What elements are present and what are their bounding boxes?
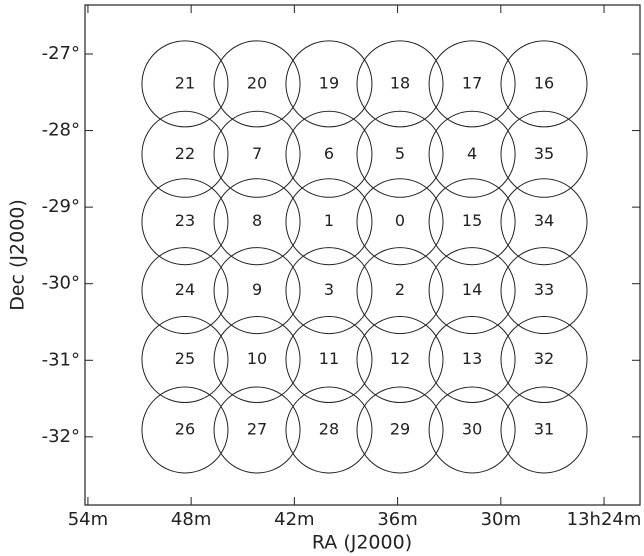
field-label: 16 [534, 73, 554, 92]
field-circle [428, 110, 516, 198]
field-circle [141, 178, 229, 266]
x-tick-label: 54m [68, 509, 108, 530]
field-circle [356, 386, 444, 474]
field-label: 12 [390, 349, 410, 368]
field-circle [285, 40, 373, 128]
field-circle [428, 316, 516, 404]
field-label: 28 [319, 419, 339, 438]
field-circle [500, 316, 588, 404]
y-tick-label: -29° [42, 196, 80, 217]
field-label: 10 [247, 349, 267, 368]
x-tick-label: 48m [171, 509, 211, 530]
field-label: 15 [462, 211, 482, 230]
field-circle [428, 178, 516, 266]
y-tick-label: -27° [42, 43, 80, 64]
field-circle [141, 386, 229, 474]
x-tick-label: 36m [377, 509, 417, 530]
field-label: 29 [390, 419, 410, 438]
field-label: 25 [175, 349, 195, 368]
field-label: 18 [390, 73, 410, 92]
x-tick-label: 13h24m [567, 509, 642, 530]
field-label: 0 [395, 211, 405, 230]
field-label: 2 [395, 280, 405, 299]
field-circle [285, 110, 373, 198]
field-circle [356, 110, 444, 198]
field-label: 20 [247, 73, 267, 92]
field-circle [428, 40, 516, 128]
field-label: 22 [175, 144, 195, 163]
field-label: 17 [462, 73, 482, 92]
plot-frame [84, 4, 641, 506]
field-circle [141, 316, 229, 404]
field-label: 26 [175, 419, 195, 438]
field-circle [285, 178, 373, 266]
field-label: 23 [175, 211, 195, 230]
field-circle [500, 178, 588, 266]
field-circle [213, 110, 301, 198]
field-label: 35 [534, 144, 554, 163]
field-circle [356, 178, 444, 266]
field-label: 4 [467, 144, 477, 163]
field-circle [356, 316, 444, 404]
field-label: 21 [175, 73, 195, 92]
field-circle [428, 247, 516, 335]
field-label: 34 [534, 211, 554, 230]
field-label: 32 [534, 349, 554, 368]
field-label: 13 [462, 349, 482, 368]
field-circle [213, 316, 301, 404]
field-circle [213, 386, 301, 474]
field-label: 8 [252, 211, 262, 230]
field-circle [141, 110, 229, 198]
field-label: 19 [319, 73, 339, 92]
field-label: 1 [324, 211, 334, 230]
field-circle [285, 316, 373, 404]
field-label: 11 [319, 349, 339, 368]
x-tick-label: 30m [481, 509, 521, 530]
y-tick-label: -32° [42, 426, 80, 447]
field-circle [285, 386, 373, 474]
field-label: 6 [324, 144, 334, 163]
field-circle [500, 386, 588, 474]
field-label: 5 [395, 144, 405, 163]
field-circle [213, 40, 301, 128]
field-circle [213, 247, 301, 335]
field-circle [500, 40, 588, 128]
field-circle [213, 178, 301, 266]
field-label: 33 [534, 280, 554, 299]
field-label: 27 [247, 419, 267, 438]
field-circle [141, 40, 229, 128]
field-circle [356, 247, 444, 335]
x-tick-label: 42m [274, 509, 314, 530]
x-axis-label: RA (J2000) [312, 532, 412, 554]
field-circle [141, 247, 229, 335]
y-tick-label: -31° [42, 349, 80, 370]
field-label: 31 [534, 419, 554, 438]
y-axis-label: Dec (J2000) [7, 199, 29, 311]
field-circle [356, 40, 444, 128]
field-circle [500, 247, 588, 335]
field-circle [285, 247, 373, 335]
field-label: 24 [175, 280, 195, 299]
field-circle [428, 386, 516, 474]
y-tick-label: -28° [42, 120, 80, 141]
y-tick-label: -30° [42, 273, 80, 294]
field-label: 14 [462, 280, 482, 299]
field-label: 9 [252, 280, 262, 299]
field-circle [500, 110, 588, 198]
field-label: 30 [462, 419, 482, 438]
field-label: 3 [324, 280, 334, 299]
field-label: 7 [252, 144, 262, 163]
